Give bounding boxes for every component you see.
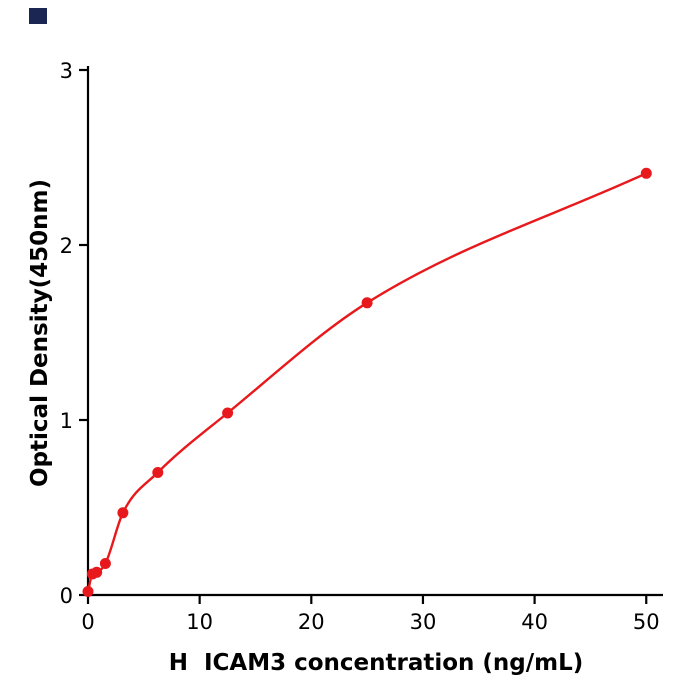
x-tick-label: 20 — [298, 610, 325, 634]
x-tick-label: 30 — [410, 610, 437, 634]
data-point — [117, 507, 129, 519]
x-axis-title: H ICAM3 concentration (ng/mL) — [168, 650, 584, 676]
data-point — [91, 566, 103, 578]
data-point — [99, 558, 111, 569]
data-point — [152, 467, 164, 478]
axis-spines — [86, 66, 663, 597]
x-tick-label: 40 — [521, 610, 548, 634]
data-point — [640, 167, 652, 179]
data-point — [222, 407, 234, 419]
corner-logo-mark — [29, 8, 47, 24]
y-tick-label: 0 — [60, 584, 73, 608]
y-tick-label: 1 — [60, 409, 73, 433]
x-tick-label: 50 — [633, 610, 660, 634]
data-point — [361, 297, 373, 309]
fit-curve — [86, 172, 647, 592]
y-tick-label: 2 — [60, 234, 73, 258]
y-tick-label: 3 — [60, 59, 73, 83]
x-tick-label: 10 — [186, 610, 213, 634]
x-tick-label: 0 — [81, 610, 94, 634]
data-point — [82, 586, 94, 597]
